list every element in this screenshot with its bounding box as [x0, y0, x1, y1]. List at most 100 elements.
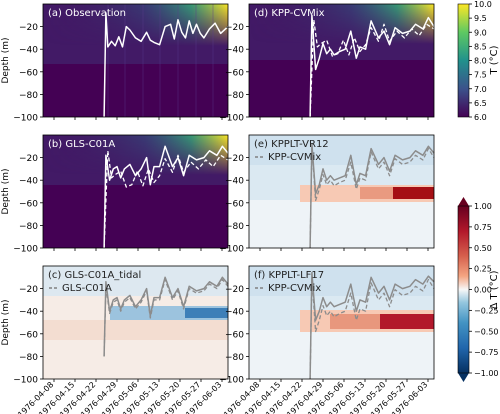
- colorbar-temperature-tick-label: 10.0: [474, 0, 492, 9]
- panel-a-ytick-label: −40: [19, 46, 38, 56]
- colorbar-difference-tick-label: 0.75: [474, 223, 492, 232]
- colorbar-difference-tick-label: −0.25: [474, 306, 499, 315]
- panel-b-series-0-line: [103, 145, 229, 249]
- panel-e-series-0-line: [309, 143, 435, 249]
- panel-c: (c) GLS-C01A_tidal GLS-C01A: [42, 265, 229, 380]
- panel-f-frame: [248, 265, 435, 380]
- panel-a-ylabel: Depth (m): [1, 37, 11, 83]
- panel-f-ytick-label: −80: [225, 353, 244, 363]
- colorbar-difference-extend-top: [458, 197, 469, 206]
- colorbar-difference-tick-label: 0.00: [474, 286, 492, 295]
- colorbar-temperature-bar: [457, 3, 470, 118]
- panel-c-ytick-label: −40: [19, 308, 38, 318]
- panel-c-ytick-label: −60: [19, 330, 38, 340]
- colorbar-temperature-label: T (°C): [489, 45, 500, 75]
- panel-e-ytick-label: −20: [225, 154, 244, 164]
- panel-e-deep-band: [249, 200, 434, 248]
- panel-e-hot-core: [393, 187, 434, 199]
- panel-c-warm-band: [43, 320, 228, 340]
- panel-e-label: (e) KPPLT-VR12: [254, 139, 329, 150]
- panel-f-legend-label: KPP-CVMix: [268, 283, 321, 294]
- panel-e-ytick-label: −80: [225, 222, 244, 232]
- colorbar-difference-extend-bottom: [458, 373, 469, 382]
- panel-a-ytick-label: −100: [13, 114, 38, 124]
- colorbar-difference-tick-label: −1.00: [474, 369, 499, 378]
- panel-e-ytick-label: −60: [225, 199, 244, 209]
- panel-f-series-1-line: [309, 276, 435, 380]
- panel-a-ytick-label: −20: [19, 23, 38, 33]
- panel-c-label: (c) GLS-C01A_tidal: [48, 270, 141, 281]
- panel-e: (e) KPPLT-VR12 KPP-CVMix: [248, 134, 435, 249]
- panel-c-series-0-line: [103, 276, 229, 357]
- colorbar-temperature-tick-label: 9.0: [474, 28, 487, 37]
- colorbar-temperature-ticks: 10.0 9.5 9.0 8.5 8.0 7.5 7.0 6.5 6.0: [469, 0, 492, 122]
- panel-d-ytick-label: −100: [219, 114, 244, 124]
- colorbar-temperature-tick-label: 8.0: [474, 57, 487, 66]
- panel-d-series-0-line: [309, 14, 435, 118]
- panel-f-ytick-label: −100: [219, 376, 244, 386]
- panel-d-ytick-label: −80: [225, 91, 244, 101]
- panel-b-series-1-line: [103, 150, 229, 249]
- panel-e-series-1-line: [309, 145, 435, 249]
- panel-f-surface-band: [249, 266, 434, 296]
- panel-f-ytick-label: −60: [225, 330, 244, 340]
- colorbar-difference-tick-label: 1.00: [474, 202, 492, 211]
- panel-e-frame: [248, 134, 435, 249]
- colorbar-difference-tick-label: −0.75: [474, 348, 499, 357]
- panel-f-ytick-label: −40: [225, 308, 244, 318]
- colorbar-difference-bar: [457, 205, 470, 374]
- panel-e-ytick-label: −40: [225, 177, 244, 187]
- panel-f: (f) KPPLT-LF17 KPP-CVMix: [248, 265, 435, 380]
- panel-a-frame: [42, 3, 229, 118]
- panel-c-ylabel: Depth (m): [1, 299, 11, 345]
- panel-f-deep-band: [249, 330, 434, 379]
- colorbar-difference: 1.00 0.75 0.50 0.25 0.00 −0.25 −0.50 −0.75 −1.00…: [457, 197, 500, 382]
- panel-d-ytick-label: −60: [225, 68, 244, 78]
- panel-d-frame: [248, 3, 435, 118]
- panel-c-ytick-label: −20: [19, 285, 38, 295]
- panel-f-series-0-line: [309, 272, 435, 380]
- panel-b-ytick-label: −40: [19, 177, 38, 187]
- panel-d-ytick-label: −40: [225, 46, 244, 56]
- panel-c-series-1-line: [103, 278, 229, 357]
- colorbar-temperature-tick-label: 9.5: [474, 14, 487, 23]
- panel-e-ytick-label: −100: [219, 245, 244, 255]
- colorbar-difference-tick-label: 0.25: [474, 265, 492, 274]
- panel-d-ytick-label: −20: [225, 23, 244, 33]
- panel-c-frame: [42, 265, 229, 380]
- colorbar-temperature-tick-label: 8.5: [474, 42, 487, 51]
- panel-c-ytick-label: −100: [13, 376, 38, 386]
- panel-a: (a) Observation: [42, 3, 229, 118]
- colorbar-temperature-tick-label: 7.0: [474, 85, 487, 94]
- panel-e-legend-label: KPP-CVMix: [268, 152, 321, 163]
- panel-c-ytick-label: −80: [19, 353, 38, 363]
- panel-f-ytick-label: −20: [225, 285, 244, 295]
- panel-d-series-1-line: [309, 19, 435, 118]
- panel-a-ytick-label: −60: [19, 68, 38, 78]
- panel-b-ylabel: Depth (m): [1, 168, 11, 214]
- panel-a-label: (a) Observation: [48, 8, 126, 19]
- panel-b: (b) GLS-C01A: [42, 134, 229, 249]
- panel-b-ytick-label: −20: [19, 154, 38, 164]
- panel-d-label: (d) KPP-CVMix: [254, 8, 325, 19]
- panel-f-label: (f) KPPLT-LF17: [254, 270, 324, 281]
- colorbar-temperature: 10.0 9.5 9.0 8.5 8.0 7.5 7.0 6.5 6.0 T (°C): [457, 0, 500, 122]
- panel-a-ytick-label: −80: [19, 91, 38, 101]
- colorbar-temperature-tick-label: 6.5: [474, 99, 487, 108]
- panel-b-label: (b) GLS-C01A: [48, 139, 115, 150]
- colorbar-temperature-tick-label: 6.0: [474, 113, 487, 122]
- panel-b-frame: [42, 134, 229, 249]
- panel-b-ytick-label: −60: [19, 199, 38, 209]
- colorbar-difference-tick-label: 0.50: [474, 244, 492, 253]
- panel-d: (d) KPP-CVMix: [248, 3, 435, 118]
- panel-a-series-0-line: [103, 12, 229, 118]
- panel-b-ytick-label: −100: [13, 245, 38, 255]
- colorbar-temperature-tick-label: 7.5: [474, 71, 487, 80]
- panel-f-hot-core: [380, 314, 434, 329]
- panel-c-cool-core: [185, 308, 228, 318]
- panel-b-ytick-label: −80: [19, 222, 38, 232]
- panel-c-legend-label: GLS-C01A: [62, 283, 112, 294]
- colorbar-difference-tick-label: −0.50: [474, 327, 499, 336]
- colorbar-difference-label: Δ T (°C): [489, 270, 500, 309]
